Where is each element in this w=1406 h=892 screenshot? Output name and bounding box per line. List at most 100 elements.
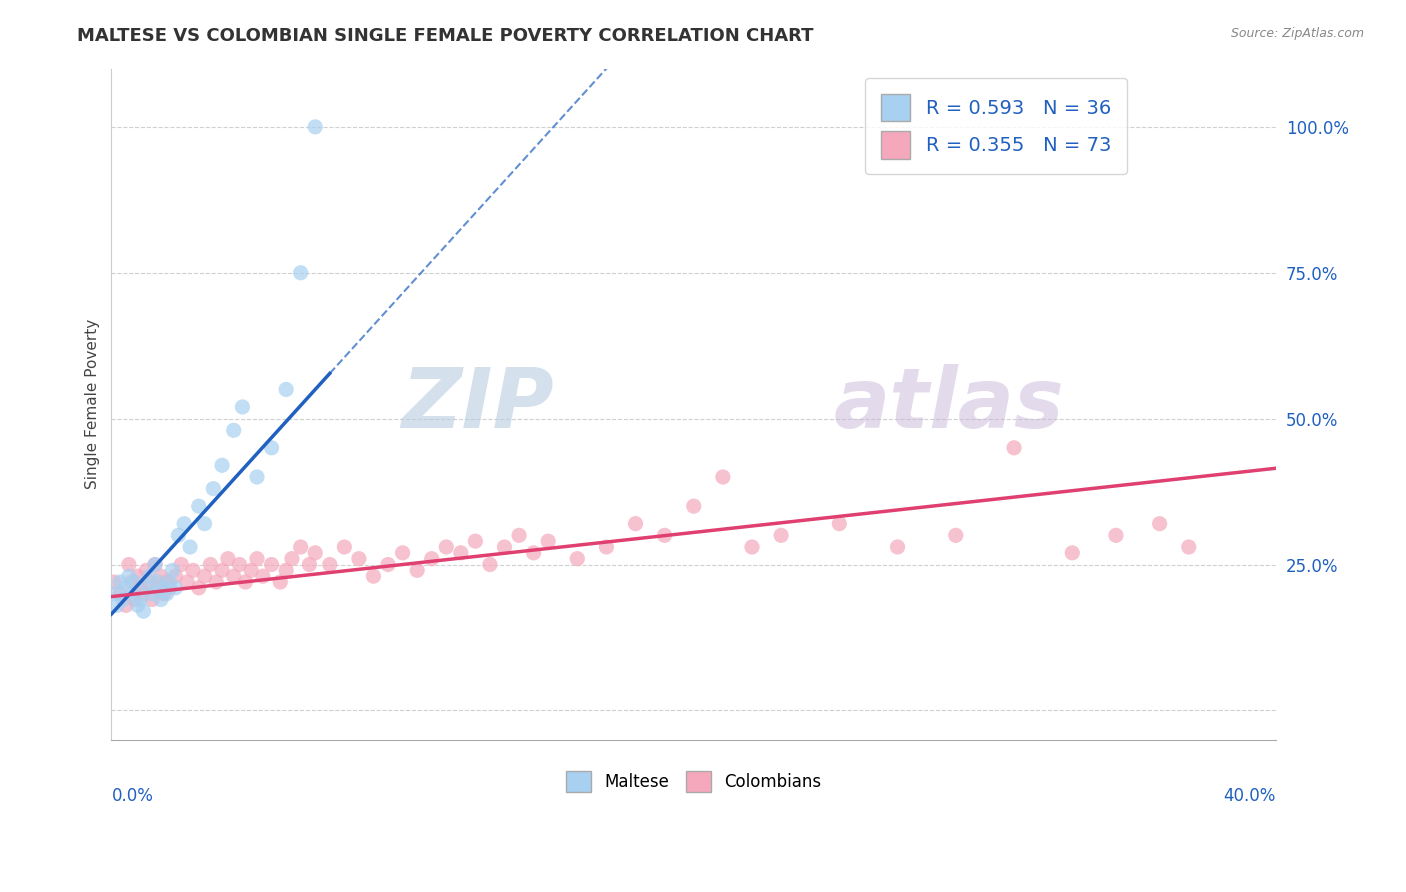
Point: [173, 516, 195, 531]
Point: [240, 563, 263, 577]
Point: [167, 528, 190, 542]
Point: [363, 569, 385, 583]
Point: [420, 551, 443, 566]
Point: [828, 516, 851, 531]
Point: [179, 540, 201, 554]
Point: [118, 569, 141, 583]
Point: [682, 499, 704, 513]
Point: [146, 581, 169, 595]
Point: [138, 569, 160, 583]
Point: [165, 581, 187, 595]
Point: [246, 551, 269, 566]
Point: [298, 558, 321, 572]
Point: [290, 266, 312, 280]
Point: [624, 516, 647, 531]
Point: [290, 540, 312, 554]
Point: [165, 569, 187, 583]
Point: [537, 534, 560, 549]
Point: [508, 528, 530, 542]
Point: [304, 120, 326, 134]
Point: [124, 574, 146, 589]
Point: [1177, 540, 1199, 554]
Point: [228, 558, 250, 572]
Point: [132, 587, 155, 601]
Point: [281, 551, 304, 566]
Point: [1149, 516, 1171, 531]
Point: [127, 599, 149, 613]
Point: [159, 574, 181, 589]
Point: [153, 581, 176, 595]
Point: [434, 540, 457, 554]
Point: [156, 574, 179, 589]
Point: [162, 563, 184, 577]
Text: 40.0%: 40.0%: [1223, 787, 1277, 805]
Point: [149, 592, 172, 607]
Text: MALTESE VS COLOMBIAN SINGLE FEMALE POVERTY CORRELATION CHART: MALTESE VS COLOMBIAN SINGLE FEMALE POVER…: [77, 27, 814, 45]
Point: [217, 551, 239, 566]
Point: [886, 540, 908, 554]
Point: [200, 558, 222, 572]
Point: [187, 581, 209, 595]
Text: 0.0%: 0.0%: [111, 787, 153, 805]
Legend: R = 0.593   N = 36, R = 0.355   N = 73: R = 0.593 N = 36, R = 0.355 N = 73: [866, 78, 1126, 174]
Point: [274, 563, 297, 577]
Point: [194, 569, 217, 583]
Point: [450, 546, 472, 560]
Point: [945, 528, 967, 542]
Point: [1062, 546, 1084, 560]
Point: [222, 423, 245, 437]
Point: [235, 574, 257, 589]
Point: [377, 558, 399, 572]
Point: [135, 581, 157, 595]
Point: [149, 569, 172, 583]
Y-axis label: Single Female Poverty: Single Female Poverty: [86, 319, 100, 489]
Point: [118, 558, 141, 572]
Point: [211, 563, 233, 577]
Point: [202, 482, 225, 496]
Point: [143, 558, 166, 572]
Point: [159, 581, 181, 595]
Point: [124, 592, 146, 607]
Point: [595, 540, 617, 554]
Point: [103, 574, 125, 589]
Point: [103, 587, 125, 601]
Point: [108, 587, 131, 601]
Point: [153, 587, 176, 601]
Point: [121, 587, 143, 601]
Point: [211, 458, 233, 473]
Point: [523, 546, 546, 560]
Point: [108, 574, 131, 589]
Point: [741, 540, 763, 554]
Point: [156, 587, 179, 601]
Point: [246, 470, 269, 484]
Point: [176, 574, 198, 589]
Point: [333, 540, 356, 554]
Point: [146, 574, 169, 589]
Point: [112, 592, 135, 607]
Point: [141, 587, 163, 601]
Point: [181, 563, 204, 577]
Point: [304, 546, 326, 560]
Point: [205, 574, 228, 589]
Text: atlas: atlas: [834, 364, 1064, 444]
Point: [319, 558, 342, 572]
Point: [770, 528, 793, 542]
Point: [115, 599, 138, 613]
Point: [141, 592, 163, 607]
Point: [143, 558, 166, 572]
Point: [711, 470, 734, 484]
Point: [135, 563, 157, 577]
Point: [654, 528, 676, 542]
Point: [170, 558, 193, 572]
Point: [231, 400, 253, 414]
Point: [132, 604, 155, 618]
Point: [494, 540, 516, 554]
Text: ZIP: ZIP: [401, 364, 554, 444]
Point: [138, 574, 160, 589]
Point: [269, 574, 291, 589]
Point: [406, 563, 429, 577]
Point: [121, 574, 143, 589]
Point: [347, 551, 370, 566]
Point: [115, 581, 138, 595]
Point: [105, 599, 128, 613]
